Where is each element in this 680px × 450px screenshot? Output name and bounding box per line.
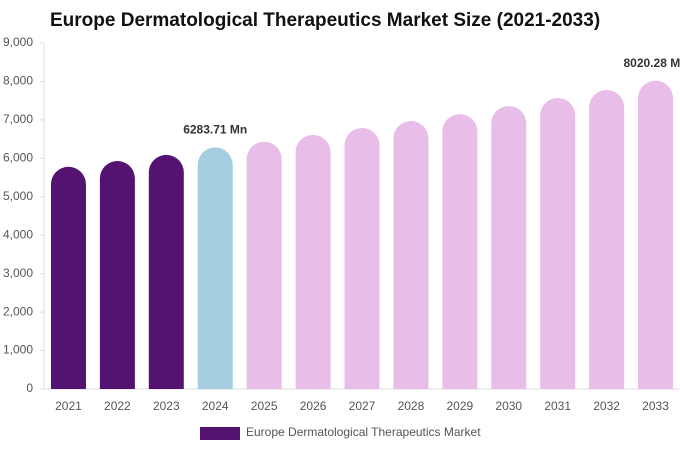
x-tick-label: 2027 — [349, 399, 376, 413]
y-tick-label: 4,000 — [3, 227, 33, 241]
bar — [393, 121, 429, 389]
y-tick-label: 6,000 — [3, 151, 33, 165]
bar — [540, 97, 576, 389]
x-tick-label: 2032 — [593, 399, 620, 413]
x-tick-label: 2024 — [202, 399, 229, 413]
x-tick-label: 2030 — [495, 399, 522, 413]
bar — [344, 127, 380, 390]
y-tick-label: 7,000 — [3, 112, 33, 126]
y-tick-label: 8,000 — [3, 74, 33, 88]
x-tick-label: 2028 — [398, 399, 425, 413]
y-tick-label: 5,000 — [3, 189, 33, 203]
legend-swatch — [200, 427, 240, 440]
bar — [148, 154, 184, 389]
y-tick-label: 3,000 — [3, 266, 33, 280]
x-tick-label: 2023 — [153, 399, 180, 413]
data-label: 8020.28 Mn — [624, 56, 680, 70]
x-tick-label: 2026 — [300, 399, 327, 413]
x-tick-label: 2031 — [544, 399, 571, 413]
chart-title: Europe Dermatological Therapeutics Marke… — [50, 10, 600, 31]
y-tick-label: 0 — [26, 381, 33, 395]
bar — [50, 166, 86, 389]
bar — [491, 106, 527, 389]
x-tick-label: 2025 — [251, 399, 278, 413]
y-tick-label: 2,000 — [3, 304, 33, 318]
bar — [442, 114, 478, 389]
y-tick-label: 1,000 — [3, 343, 33, 357]
bar — [246, 141, 282, 389]
legend-label: Europe Dermatological Therapeutics Marke… — [246, 425, 481, 439]
y-tick-label: 9,000 — [3, 35, 33, 49]
x-tick-label: 2029 — [446, 399, 473, 413]
bar — [638, 80, 674, 389]
x-tick-label: 2022 — [104, 399, 131, 413]
x-tick-label: 2033 — [642, 399, 669, 413]
bar — [295, 134, 331, 389]
data-label: 6283.71 Mn — [183, 123, 247, 137]
x-tick-label: 2021 — [55, 399, 82, 413]
bar — [99, 161, 135, 389]
bar — [197, 147, 233, 389]
bar — [589, 89, 625, 389]
